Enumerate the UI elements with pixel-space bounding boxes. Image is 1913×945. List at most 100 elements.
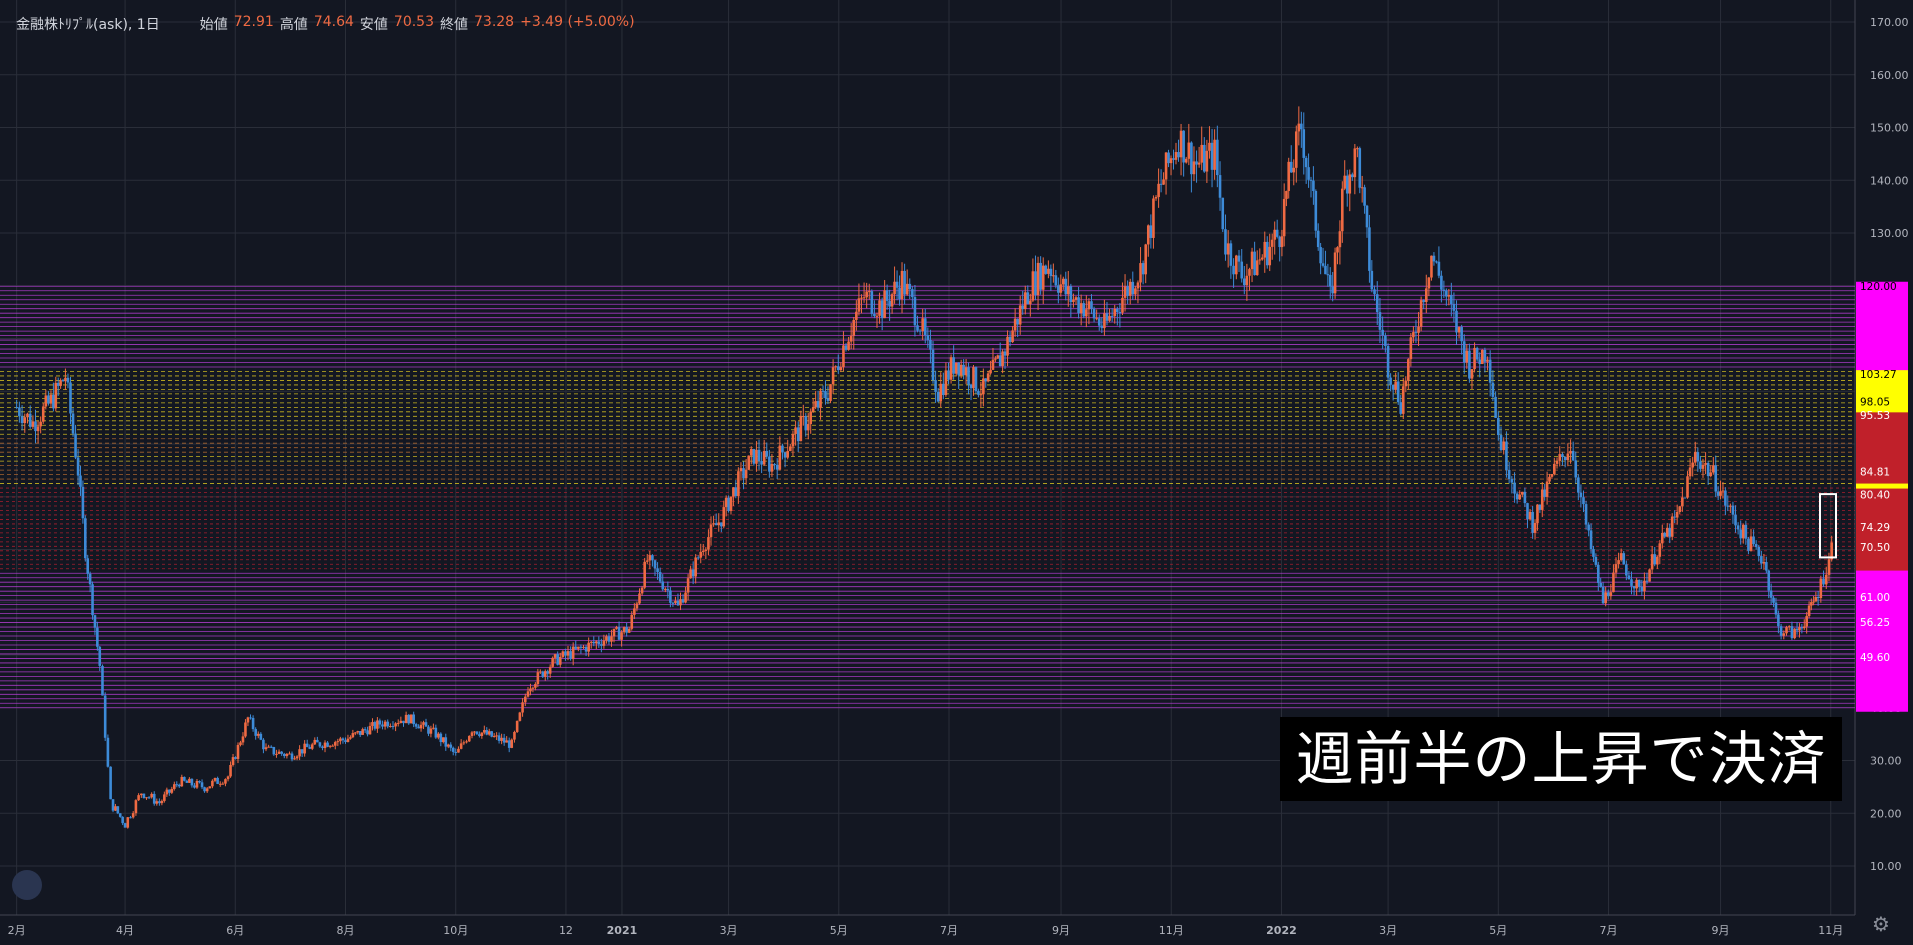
candle-body xyxy=(1712,465,1715,473)
candle-body xyxy=(1417,326,1420,333)
candle-body xyxy=(1108,315,1111,321)
candle-body xyxy=(381,724,384,727)
tradingview-logo-icon[interactable] xyxy=(12,870,42,900)
candle-body xyxy=(686,578,690,593)
candle-body xyxy=(1302,129,1306,158)
candle-body xyxy=(1617,560,1620,565)
candle-body xyxy=(331,745,335,747)
candle-body xyxy=(1729,505,1732,507)
candle-body xyxy=(1741,524,1745,539)
candle-body xyxy=(158,801,161,804)
candle-body xyxy=(170,788,174,793)
level-price-label: 103.27 xyxy=(1860,369,1897,381)
candle-body xyxy=(155,801,159,804)
candle-body xyxy=(114,806,117,811)
candle-body xyxy=(826,398,830,401)
candle-body xyxy=(1494,396,1497,418)
change-value: +3.49 (+5.00%) xyxy=(520,14,635,30)
candle-body xyxy=(1574,460,1578,478)
candle-body xyxy=(597,641,601,645)
candle-body xyxy=(1095,318,1098,320)
symbol-label[interactable]: 金融株ﾄﾘﾌﾟﾙ(ask), 1日 xyxy=(16,17,160,33)
candle-body xyxy=(321,746,324,749)
candle-body xyxy=(640,587,644,594)
candle-body xyxy=(809,411,812,425)
candle-body xyxy=(1693,452,1697,463)
candle-body xyxy=(1146,225,1150,245)
candle-body xyxy=(1419,300,1423,327)
candle-body xyxy=(732,487,735,497)
x-tick-label: 9月 xyxy=(1052,924,1070,937)
candle-body xyxy=(234,757,237,759)
candle-body xyxy=(765,450,769,457)
candle-body xyxy=(190,778,194,786)
candle-body xyxy=(564,651,567,656)
candle-body xyxy=(383,721,387,727)
candle-body xyxy=(1526,503,1529,520)
candle-body xyxy=(492,736,496,738)
level-price-label: 120.00 xyxy=(1860,281,1897,293)
candle-body xyxy=(1363,187,1366,206)
candle-body xyxy=(1341,188,1344,232)
candle-body xyxy=(211,780,214,787)
candle-body xyxy=(824,391,827,399)
candle-body xyxy=(931,349,935,381)
candle-body xyxy=(526,691,530,697)
candle-body xyxy=(991,359,995,370)
candle-body xyxy=(1087,301,1091,310)
candle-body xyxy=(15,407,18,409)
candle-body xyxy=(478,734,481,737)
candle-body xyxy=(1627,575,1631,580)
candle-body xyxy=(574,646,578,649)
candle-body xyxy=(66,377,70,383)
candle-body xyxy=(267,746,270,748)
candle-body xyxy=(717,522,721,526)
candle-body xyxy=(1630,579,1633,586)
candle-body xyxy=(1351,174,1354,178)
candle-body xyxy=(437,733,440,738)
candle-body xyxy=(239,742,242,745)
candle-body xyxy=(36,426,40,432)
candle-body xyxy=(1521,491,1524,495)
candle-body xyxy=(1599,582,1602,587)
candle-body xyxy=(1224,229,1227,255)
candle-body xyxy=(934,380,937,392)
candle-body xyxy=(295,756,299,759)
candle-body xyxy=(811,407,815,412)
candle-body xyxy=(44,395,48,407)
candle-body xyxy=(982,378,985,395)
candle-body xyxy=(1016,318,1019,325)
candle-body xyxy=(972,367,975,389)
candle-body xyxy=(339,738,342,742)
candle-body xyxy=(1409,337,1413,360)
candle-body xyxy=(1518,494,1522,500)
candle-body xyxy=(231,757,235,765)
candle-body xyxy=(1184,158,1188,163)
candle-body xyxy=(1090,301,1093,309)
candle-body xyxy=(656,568,659,573)
candle-body xyxy=(470,732,474,736)
candle-body xyxy=(175,784,179,786)
candle-body xyxy=(816,401,820,408)
candle-body xyxy=(81,486,85,519)
candle-body xyxy=(1450,295,1453,305)
candle-body xyxy=(1141,263,1145,275)
candle-body xyxy=(88,573,92,585)
candle-body xyxy=(1162,179,1165,185)
candle-body xyxy=(615,627,618,629)
gear-icon[interactable]: ⚙ xyxy=(1872,912,1890,936)
x-tick-label: 2月 xyxy=(8,924,26,937)
candle-body xyxy=(1594,556,1598,565)
candle-body xyxy=(31,421,35,427)
candle-body xyxy=(1774,602,1778,615)
candle-body xyxy=(131,813,135,818)
candle-body xyxy=(462,742,466,744)
candle-body xyxy=(1726,505,1730,507)
candle-body xyxy=(701,550,705,552)
high-label: 高値 xyxy=(279,17,308,33)
candle-body xyxy=(651,555,654,561)
candle-body xyxy=(1353,148,1357,178)
candle-body xyxy=(1044,265,1048,274)
candle-body xyxy=(1126,286,1129,296)
